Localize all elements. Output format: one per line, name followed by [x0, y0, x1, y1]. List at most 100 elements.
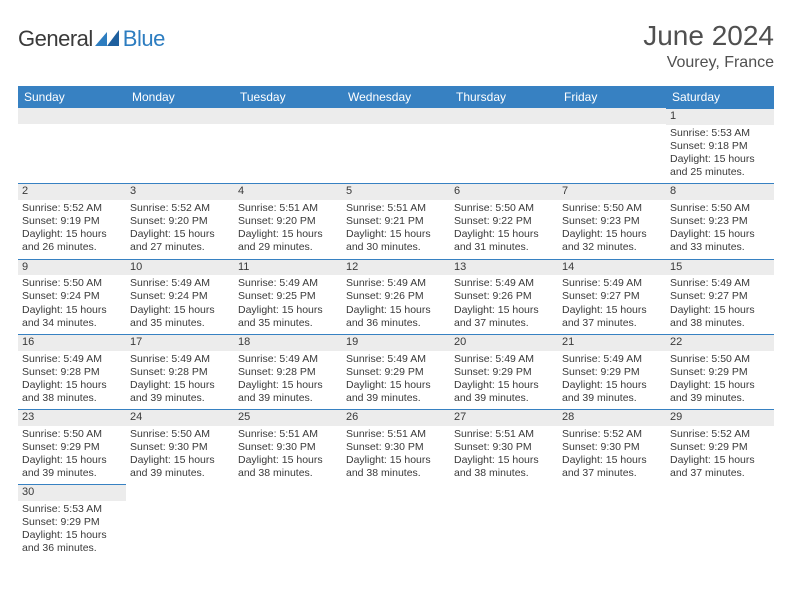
- calendar-cell: 12Sunrise: 5:49 AMSunset: 9:26 PMDayligh…: [342, 259, 450, 334]
- day-sunset: Sunset: 9:30 PM: [238, 441, 338, 454]
- day-details: Sunrise: 5:53 AMSunset: 9:18 PMDaylight:…: [666, 125, 774, 184]
- day-d1: Daylight: 15 hours: [22, 454, 122, 467]
- day-d1: Daylight: 15 hours: [22, 228, 122, 241]
- calendar-cell: 19Sunrise: 5:49 AMSunset: 9:29 PMDayligh…: [342, 334, 450, 409]
- day-number: 28: [558, 409, 666, 426]
- empty-day-bar: [126, 108, 234, 124]
- calendar-cell: 20Sunrise: 5:49 AMSunset: 9:29 PMDayligh…: [450, 334, 558, 409]
- day-d2: and 38 minutes.: [238, 467, 338, 480]
- calendar-cell: 24Sunrise: 5:50 AMSunset: 9:30 PMDayligh…: [126, 409, 234, 484]
- calendar-cell: [342, 484, 450, 559]
- day-d1: Daylight: 15 hours: [454, 454, 554, 467]
- day-sunset: Sunset: 9:26 PM: [346, 290, 446, 303]
- logo-text-general: General: [18, 26, 93, 52]
- day-details: Sunrise: 5:49 AMSunset: 9:29 PMDaylight:…: [342, 351, 450, 410]
- calendar-cell: 7Sunrise: 5:50 AMSunset: 9:23 PMDaylight…: [558, 183, 666, 258]
- day-d2: and 39 minutes.: [562, 392, 662, 405]
- location-label: Vourey, France: [643, 54, 774, 72]
- calendar-cell: 15Sunrise: 5:49 AMSunset: 9:27 PMDayligh…: [666, 259, 774, 334]
- day-details: Sunrise: 5:52 AMSunset: 9:20 PMDaylight:…: [126, 200, 234, 259]
- day-d2: and 33 minutes.: [670, 241, 770, 254]
- day-d1: Daylight: 15 hours: [562, 228, 662, 241]
- calendar-row: 2Sunrise: 5:52 AMSunset: 9:19 PMDaylight…: [18, 183, 774, 258]
- day-d1: Daylight: 15 hours: [670, 379, 770, 392]
- calendar-body: 1Sunrise: 5:53 AMSunset: 9:18 PMDaylight…: [18, 108, 774, 560]
- day-sunset: Sunset: 9:30 PM: [454, 441, 554, 454]
- day-sunrise: Sunrise: 5:51 AM: [238, 428, 338, 441]
- day-details: Sunrise: 5:50 AMSunset: 9:29 PMDaylight:…: [666, 351, 774, 410]
- day-d2: and 36 minutes.: [346, 317, 446, 330]
- day-number: 6: [450, 183, 558, 200]
- day-sunrise: Sunrise: 5:49 AM: [562, 277, 662, 290]
- day-sunrise: Sunrise: 5:50 AM: [670, 202, 770, 215]
- calendar-cell: [234, 484, 342, 559]
- weekday-header: Wednesday: [342, 86, 450, 108]
- calendar-cell: 6Sunrise: 5:50 AMSunset: 9:22 PMDaylight…: [450, 183, 558, 258]
- calendar-row: 23Sunrise: 5:50 AMSunset: 9:29 PMDayligh…: [18, 409, 774, 484]
- day-d2: and 36 minutes.: [22, 542, 122, 555]
- calendar-cell: 25Sunrise: 5:51 AMSunset: 9:30 PMDayligh…: [234, 409, 342, 484]
- calendar-cell: 28Sunrise: 5:52 AMSunset: 9:30 PMDayligh…: [558, 409, 666, 484]
- calendar-cell: 14Sunrise: 5:49 AMSunset: 9:27 PMDayligh…: [558, 259, 666, 334]
- day-d2: and 25 minutes.: [670, 166, 770, 179]
- day-number: 1: [666, 108, 774, 125]
- logo-mark-icon: [93, 28, 121, 48]
- day-number: 9: [18, 259, 126, 276]
- day-sunset: Sunset: 9:20 PM: [130, 215, 230, 228]
- day-sunset: Sunset: 9:28 PM: [130, 366, 230, 379]
- calendar-cell: [450, 484, 558, 559]
- day-d1: Daylight: 15 hours: [346, 379, 446, 392]
- day-d2: and 30 minutes.: [346, 241, 446, 254]
- day-details: Sunrise: 5:53 AMSunset: 9:29 PMDaylight:…: [18, 501, 126, 560]
- day-details: Sunrise: 5:52 AMSunset: 9:29 PMDaylight:…: [666, 426, 774, 485]
- empty-day-bar: [18, 108, 126, 124]
- day-number: 26: [342, 409, 450, 426]
- day-sunset: Sunset: 9:18 PM: [670, 140, 770, 153]
- day-d2: and 37 minutes.: [454, 317, 554, 330]
- day-sunset: Sunset: 9:20 PM: [238, 215, 338, 228]
- header: General Blue June 2024 Vourey, France: [18, 20, 774, 72]
- day-sunrise: Sunrise: 5:49 AM: [238, 353, 338, 366]
- day-d2: and 37 minutes.: [562, 467, 662, 480]
- day-details: Sunrise: 5:52 AMSunset: 9:19 PMDaylight:…: [18, 200, 126, 259]
- day-sunset: Sunset: 9:29 PM: [670, 366, 770, 379]
- day-number: 20: [450, 334, 558, 351]
- day-details: Sunrise: 5:49 AMSunset: 9:29 PMDaylight:…: [558, 351, 666, 410]
- calendar-cell: 29Sunrise: 5:52 AMSunset: 9:29 PMDayligh…: [666, 409, 774, 484]
- calendar-cell: 13Sunrise: 5:49 AMSunset: 9:26 PMDayligh…: [450, 259, 558, 334]
- day-d2: and 27 minutes.: [130, 241, 230, 254]
- day-details: Sunrise: 5:49 AMSunset: 9:24 PMDaylight:…: [126, 275, 234, 334]
- weekday-row: Sunday Monday Tuesday Wednesday Thursday…: [18, 86, 774, 108]
- calendar-cell: 17Sunrise: 5:49 AMSunset: 9:28 PMDayligh…: [126, 334, 234, 409]
- calendar-cell: 30Sunrise: 5:53 AMSunset: 9:29 PMDayligh…: [18, 484, 126, 559]
- day-sunset: Sunset: 9:29 PM: [22, 441, 122, 454]
- day-details: Sunrise: 5:50 AMSunset: 9:29 PMDaylight:…: [18, 426, 126, 485]
- page-title: June 2024: [643, 20, 774, 52]
- day-number: 11: [234, 259, 342, 276]
- day-details: Sunrise: 5:49 AMSunset: 9:27 PMDaylight:…: [558, 275, 666, 334]
- day-d1: Daylight: 15 hours: [454, 304, 554, 317]
- day-sunrise: Sunrise: 5:51 AM: [346, 428, 446, 441]
- day-sunset: Sunset: 9:22 PM: [454, 215, 554, 228]
- day-d2: and 38 minutes.: [454, 467, 554, 480]
- day-sunset: Sunset: 9:30 PM: [562, 441, 662, 454]
- day-d1: Daylight: 15 hours: [670, 304, 770, 317]
- day-details: Sunrise: 5:50 AMSunset: 9:22 PMDaylight:…: [450, 200, 558, 259]
- logo: General Blue: [18, 26, 165, 52]
- day-d1: Daylight: 15 hours: [454, 228, 554, 241]
- day-sunrise: Sunrise: 5:52 AM: [670, 428, 770, 441]
- calendar-cell: 9Sunrise: 5:50 AMSunset: 9:24 PMDaylight…: [18, 259, 126, 334]
- day-sunrise: Sunrise: 5:50 AM: [454, 202, 554, 215]
- day-d1: Daylight: 15 hours: [562, 379, 662, 392]
- day-sunrise: Sunrise: 5:52 AM: [130, 202, 230, 215]
- day-d1: Daylight: 15 hours: [22, 304, 122, 317]
- day-d1: Daylight: 15 hours: [238, 379, 338, 392]
- day-sunset: Sunset: 9:25 PM: [238, 290, 338, 303]
- day-number: 7: [558, 183, 666, 200]
- day-d1: Daylight: 15 hours: [130, 228, 230, 241]
- day-sunset: Sunset: 9:29 PM: [562, 366, 662, 379]
- day-number: 23: [18, 409, 126, 426]
- day-details: Sunrise: 5:51 AMSunset: 9:30 PMDaylight:…: [342, 426, 450, 485]
- day-sunrise: Sunrise: 5:50 AM: [22, 277, 122, 290]
- empty-day-bar: [342, 108, 450, 124]
